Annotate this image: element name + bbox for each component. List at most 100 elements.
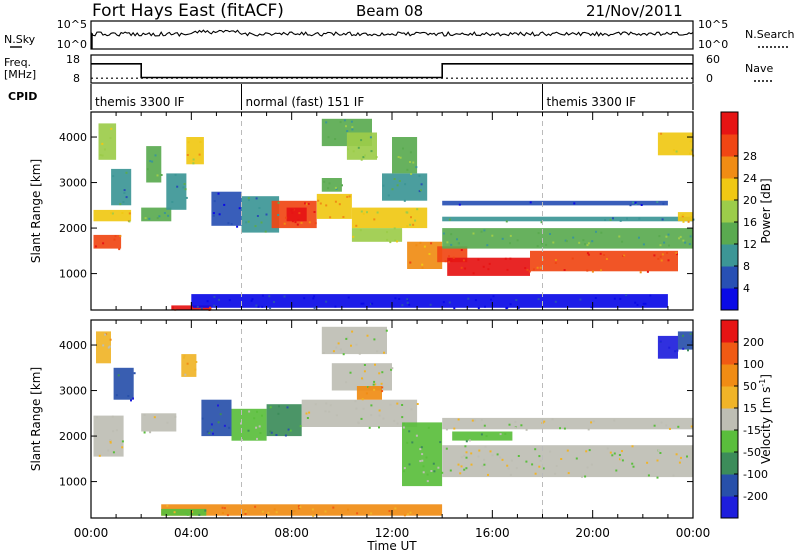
power-colorbar-swatch: [721, 178, 738, 201]
power-speckle-dot: [399, 156, 402, 159]
power-speckle-dot: [689, 235, 692, 238]
velocity-speckle-dot: [551, 418, 554, 421]
velocity-colorbar-label: Velocity [m s-1]: [758, 374, 773, 464]
power-speckle-dot: [125, 171, 128, 174]
power-speckle-dot: [128, 220, 131, 223]
power-speckle-dot: [644, 302, 647, 305]
velocity-speckle-dot: [542, 467, 545, 470]
velocity-speckle-dot: [153, 416, 156, 419]
power-speckle-dot: [296, 223, 299, 226]
velocity-speckle-dot: [422, 465, 425, 468]
power-cell: [211, 191, 242, 226]
velocity-cell: [181, 354, 197, 377]
power-speckle-dot: [394, 239, 397, 242]
velocity-speckle-dot: [676, 349, 679, 352]
noise-left-tick-top: 10^5: [57, 18, 87, 31]
power-cell: [442, 228, 693, 249]
power-speckle-dot: [236, 225, 239, 228]
velocity-speckle-dot: [325, 402, 328, 405]
velocity-speckle-dot: [109, 440, 112, 443]
power-speckle-dot: [545, 243, 548, 246]
power-speckle-dot: [360, 210, 363, 213]
power-speckle-dot: [364, 154, 366, 157]
power-yticks: 1000 2000 3000 4000: [59, 131, 693, 281]
velocity-speckle-dot: [480, 419, 483, 422]
power-speckle-dot: [277, 201, 280, 204]
velocity-speckle-dot: [465, 467, 468, 470]
velocity-speckle-dot: [441, 471, 444, 474]
power-speckle-dot: [247, 220, 250, 223]
power-speckle-dot: [154, 154, 157, 157]
velocity-speckle-dot: [408, 430, 411, 433]
power-speckle-dot: [346, 195, 349, 198]
power-speckle-dot: [303, 297, 306, 300]
velocity-speckle-dot: [258, 425, 261, 428]
velocity-speckle-dot: [618, 454, 621, 456]
noise-frame: [90, 20, 694, 50]
power-speckle-dot: [144, 217, 147, 220]
velocity-speckle-dot: [471, 419, 474, 422]
power-speckle-dot: [323, 180, 326, 183]
power-speckle-dot: [373, 218, 376, 221]
velocity-speckle-dot: [394, 507, 397, 510]
power-speckle-dot: [619, 219, 622, 222]
power-speckle-dot: [689, 215, 692, 218]
velocity-colorbar-swatch: [721, 452, 738, 475]
velocity-speckle-dot: [256, 437, 258, 440]
velocity-speckle-dot: [305, 412, 308, 415]
velocity-speckle-dot: [473, 419, 476, 422]
velocity-speckle-dot: [432, 462, 435, 465]
velocity-cell: [266, 404, 302, 437]
power-speckle-dot: [273, 301, 275, 303]
power-ytick-label: 2000: [59, 222, 87, 235]
power-speckle-dot: [118, 248, 121, 251]
power-cell: [351, 207, 428, 229]
noise-right-label: N.Search: [745, 28, 795, 41]
velocity-speckle-dot: [374, 363, 376, 366]
power-speckle-dot: [678, 237, 681, 240]
power-speckle-dot: [554, 262, 557, 264]
velocity-speckle-dot: [346, 336, 349, 339]
velocity-speckle-dot: [112, 451, 115, 454]
power-speckle-dot: [418, 190, 421, 193]
velocity-speckle-dot: [560, 458, 563, 460]
velocity-speckle-dot: [439, 441, 442, 444]
power-speckle-dot: [112, 175, 115, 178]
power-speckle-dot: [656, 201, 659, 203]
power-colorbar-tick-label: 16: [743, 216, 757, 229]
velocity-speckle-dot: [665, 424, 668, 427]
power-speckle-dot: [398, 180, 401, 182]
power-speckle-dot: [649, 294, 652, 297]
power-speckle-dot: [565, 240, 568, 243]
velocity-speckle-dot: [102, 344, 105, 347]
power-speckle-dot: [238, 207, 241, 210]
power-speckle-dot: [325, 300, 328, 303]
power-speckle-dot: [387, 194, 390, 197]
power-speckle-dot: [359, 229, 362, 232]
power-speckle-dot: [313, 211, 316, 213]
power-cell: [442, 216, 693, 222]
power-speckle-dot: [290, 209, 293, 212]
velocity-speckle-dot: [509, 473, 512, 476]
power-speckle-dot: [371, 302, 374, 305]
power-speckle-dot: [230, 223, 233, 225]
velocity-speckle-dot: [419, 460, 422, 463]
power-speckle-dot: [450, 259, 453, 262]
power-speckle-dot: [396, 240, 398, 243]
power-speckle-dot: [595, 230, 597, 233]
velocity-speckle-dot: [284, 434, 287, 437]
power-speckle-dot: [186, 154, 189, 156]
power-speckle-dot: [212, 214, 215, 217]
velocity-speckle-dot: [656, 459, 659, 462]
velocity-speckle-dot: [248, 410, 251, 413]
power-speckle-dot: [401, 304, 404, 307]
power-speckle-dot: [298, 212, 301, 215]
power-speckle-dot: [458, 203, 461, 206]
velocity-speckle-dot: [286, 406, 289, 409]
power-colorbar-swatch: [721, 112, 738, 135]
velocity-speckle-dot: [672, 474, 675, 477]
velocity-speckle-dot: [308, 411, 311, 414]
power-speckle-dot: [156, 174, 159, 177]
power-speckle-dot: [217, 192, 220, 195]
